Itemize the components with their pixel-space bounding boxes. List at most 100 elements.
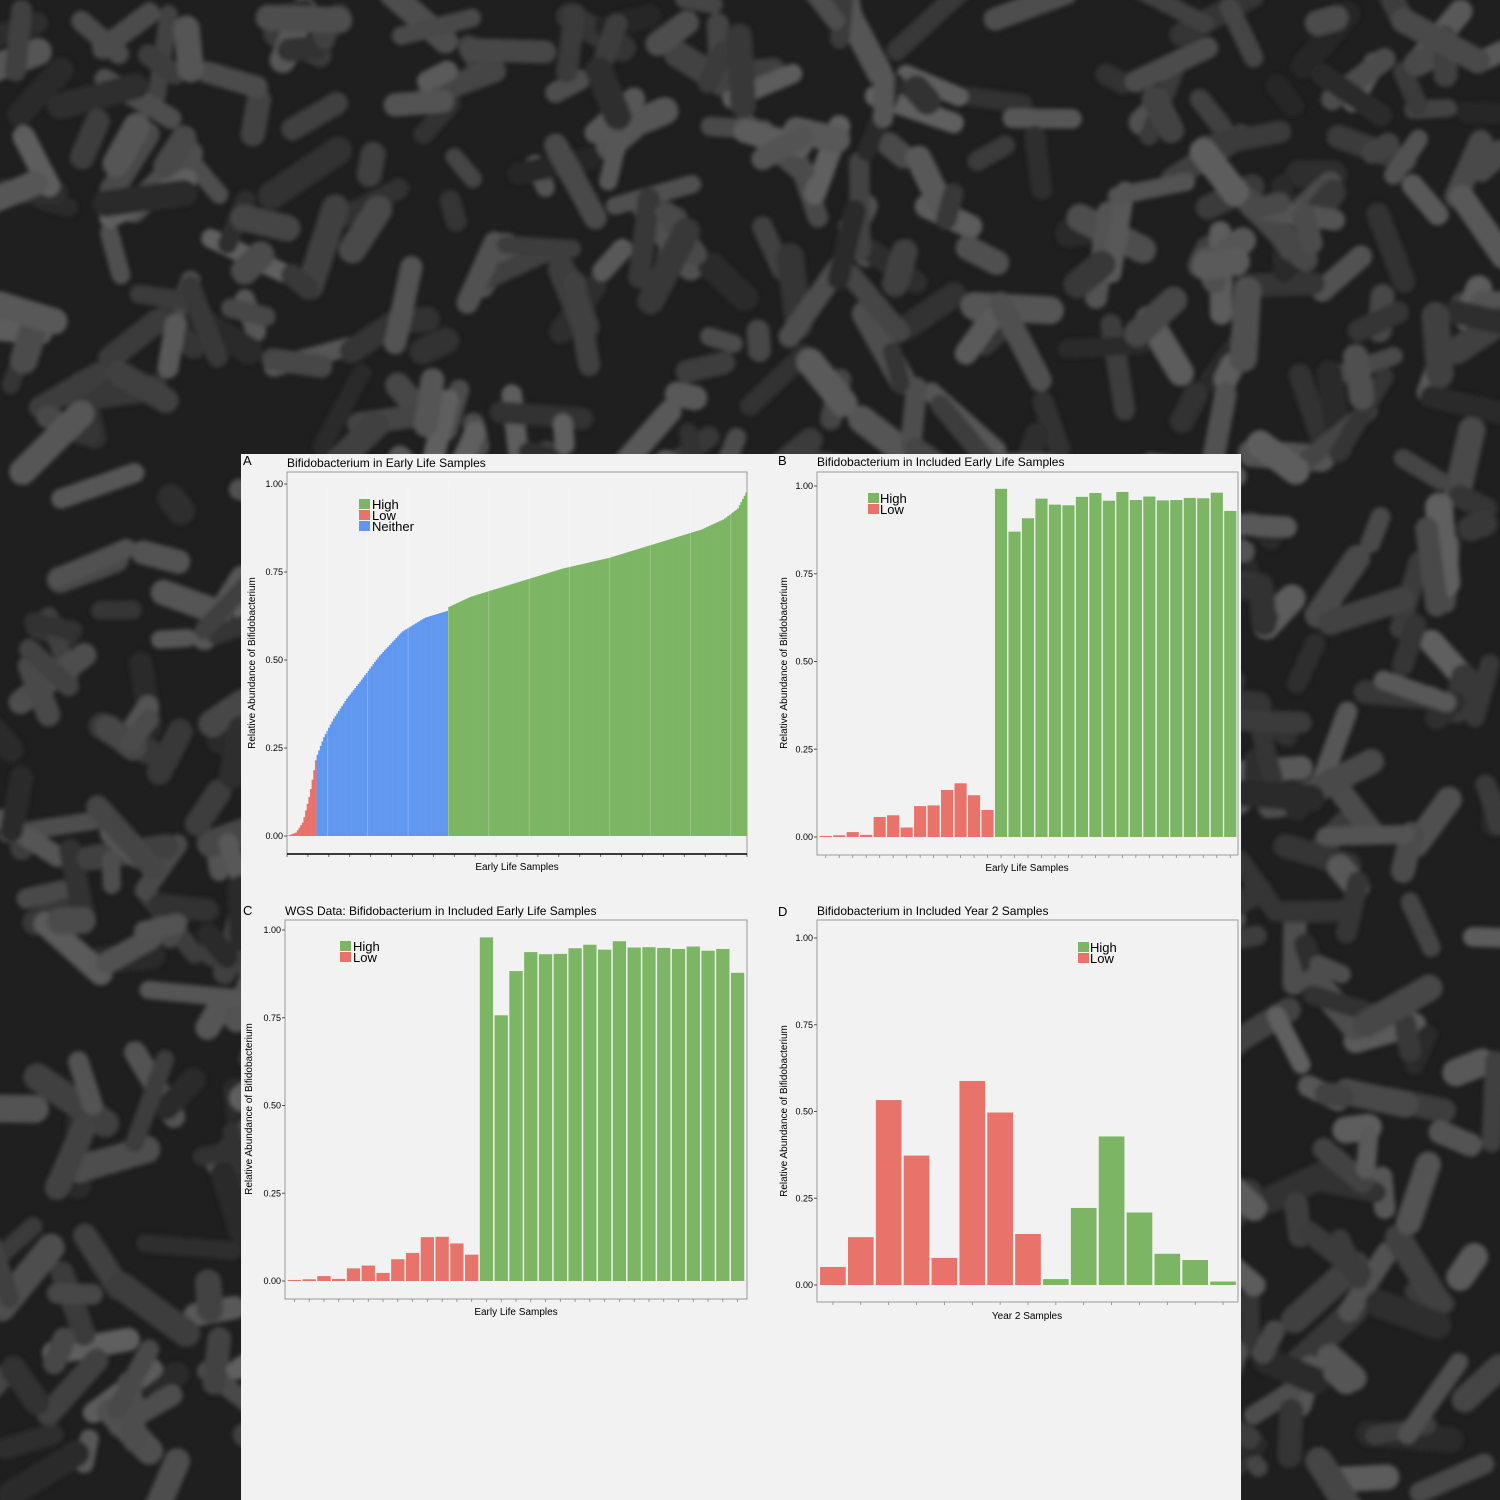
- bar: [679, 536, 682, 836]
- legend-swatch-high-d: [1078, 942, 1089, 952]
- bar: [627, 552, 630, 836]
- bar: [451, 605, 454, 836]
- bar: [671, 948, 686, 1281]
- chart-title-b: Bifidobacterium in Included Early Life S…: [817, 455, 1064, 469]
- bar: [994, 488, 1008, 837]
- bacterium-rod: [563, 270, 601, 377]
- bar: [405, 629, 408, 836]
- bar-marks-d: [820, 1080, 1236, 1305]
- bar: [334, 716, 337, 836]
- bacterium-rod: [593, 13, 628, 69]
- bacterium-rod: [1420, 385, 1500, 427]
- bar: [613, 556, 616, 836]
- bar: [1154, 1253, 1181, 1285]
- bacterium-rod: [0, 170, 48, 217]
- bacterium-rod: [133, 913, 188, 942]
- bar: [833, 835, 846, 838]
- bar: [628, 551, 631, 836]
- bar: [429, 616, 432, 836]
- bacterium-rod: [101, 850, 121, 894]
- bar: [1098, 1136, 1125, 1285]
- bar: [475, 594, 478, 836]
- bar: [510, 584, 513, 836]
- bacterium-rod: [1462, 927, 1500, 949]
- bacterium-rod: [86, 795, 165, 881]
- bacterium-rod: [173, 15, 204, 83]
- legend-label-high-c: High: [353, 939, 380, 954]
- figure-panel: A Bifidobacterium in Early Life Samples …: [241, 454, 1241, 1500]
- bacterium-rod: [106, 360, 179, 414]
- bacterium-rod: [42, 1327, 76, 1375]
- bar: [1089, 493, 1102, 837]
- bar: [471, 596, 473, 836]
- bacterium-rod: [1353, 974, 1443, 1038]
- bar: [561, 568, 564, 836]
- bacterium-rod: [798, 0, 845, 30]
- bacterium-rod: [439, 190, 467, 232]
- bar: [543, 574, 546, 836]
- bar: [640, 548, 643, 836]
- bar: [376, 1272, 390, 1281]
- bar: [687, 533, 690, 836]
- bar: [333, 718, 335, 836]
- panel-letter-c: C: [243, 903, 252, 918]
- bar: [625, 552, 628, 836]
- bar: [587, 562, 590, 836]
- bacterium-rod: [409, 327, 460, 365]
- bar: [730, 513, 733, 836]
- bar: [968, 795, 981, 837]
- bar: [492, 589, 495, 836]
- bar: [485, 591, 488, 836]
- bacterium-rod: [1124, 36, 1219, 93]
- bacterium-rod: [9, 400, 95, 486]
- bacterium-rod: [1305, 1446, 1374, 1500]
- legend-swatch-low-c: [340, 952, 351, 962]
- bar: [1210, 492, 1223, 837]
- bacterium-rod: [0, 1423, 64, 1460]
- bar: [311, 779, 314, 836]
- bar: [505, 585, 508, 836]
- bar: [416, 622, 419, 836]
- bar: [420, 620, 423, 836]
- bacterium-rod: [1232, 709, 1312, 734]
- bar: [402, 631, 404, 836]
- bacterium-rod: [12, 125, 61, 197]
- bar: [554, 570, 557, 836]
- bacterium-rod: [936, 183, 964, 230]
- bacterium-rod: [1299, 1221, 1372, 1284]
- bar: [903, 1155, 930, 1285]
- bacterium-rod: [46, 1282, 104, 1305]
- bar: [676, 537, 679, 836]
- bacterium-rod: [955, 235, 1010, 276]
- bar: [686, 946, 700, 1281]
- bar: [737, 508, 740, 836]
- bacterium-rod: [675, 351, 736, 383]
- bacterium-rod: [240, 87, 272, 147]
- bar: [717, 521, 720, 836]
- bar: [308, 797, 311, 836]
- bar: [406, 628, 409, 836]
- bacterium-rod: [1415, 517, 1449, 617]
- bar: [959, 1080, 986, 1285]
- chart-panel-c: C WGS Data: Bifidobacterium in Included …: [243, 903, 748, 1318]
- bar: [388, 645, 391, 836]
- bar: [457, 602, 460, 836]
- bar: [1048, 504, 1062, 837]
- bacterium-rod: [44, 1117, 96, 1201]
- bacterium-rod: [146, 718, 193, 785]
- bar: [642, 947, 656, 1281]
- bacterium-rod: [954, 307, 1003, 365]
- bacterium-rod: [1394, 1012, 1421, 1062]
- bar: [579, 564, 582, 836]
- bacterium-rod: [1395, 1151, 1441, 1235]
- bacterium-rod: [59, 838, 96, 930]
- bar: [380, 653, 383, 836]
- bar: [566, 567, 569, 836]
- bacterium-rod: [881, 238, 918, 297]
- bar: [319, 745, 322, 836]
- bar: [632, 550, 634, 836]
- panel-letter-b: B: [778, 454, 787, 468]
- bar: [730, 972, 745, 1281]
- bacterium-rod: [384, 255, 423, 355]
- bacterium-rod: [230, 241, 275, 285]
